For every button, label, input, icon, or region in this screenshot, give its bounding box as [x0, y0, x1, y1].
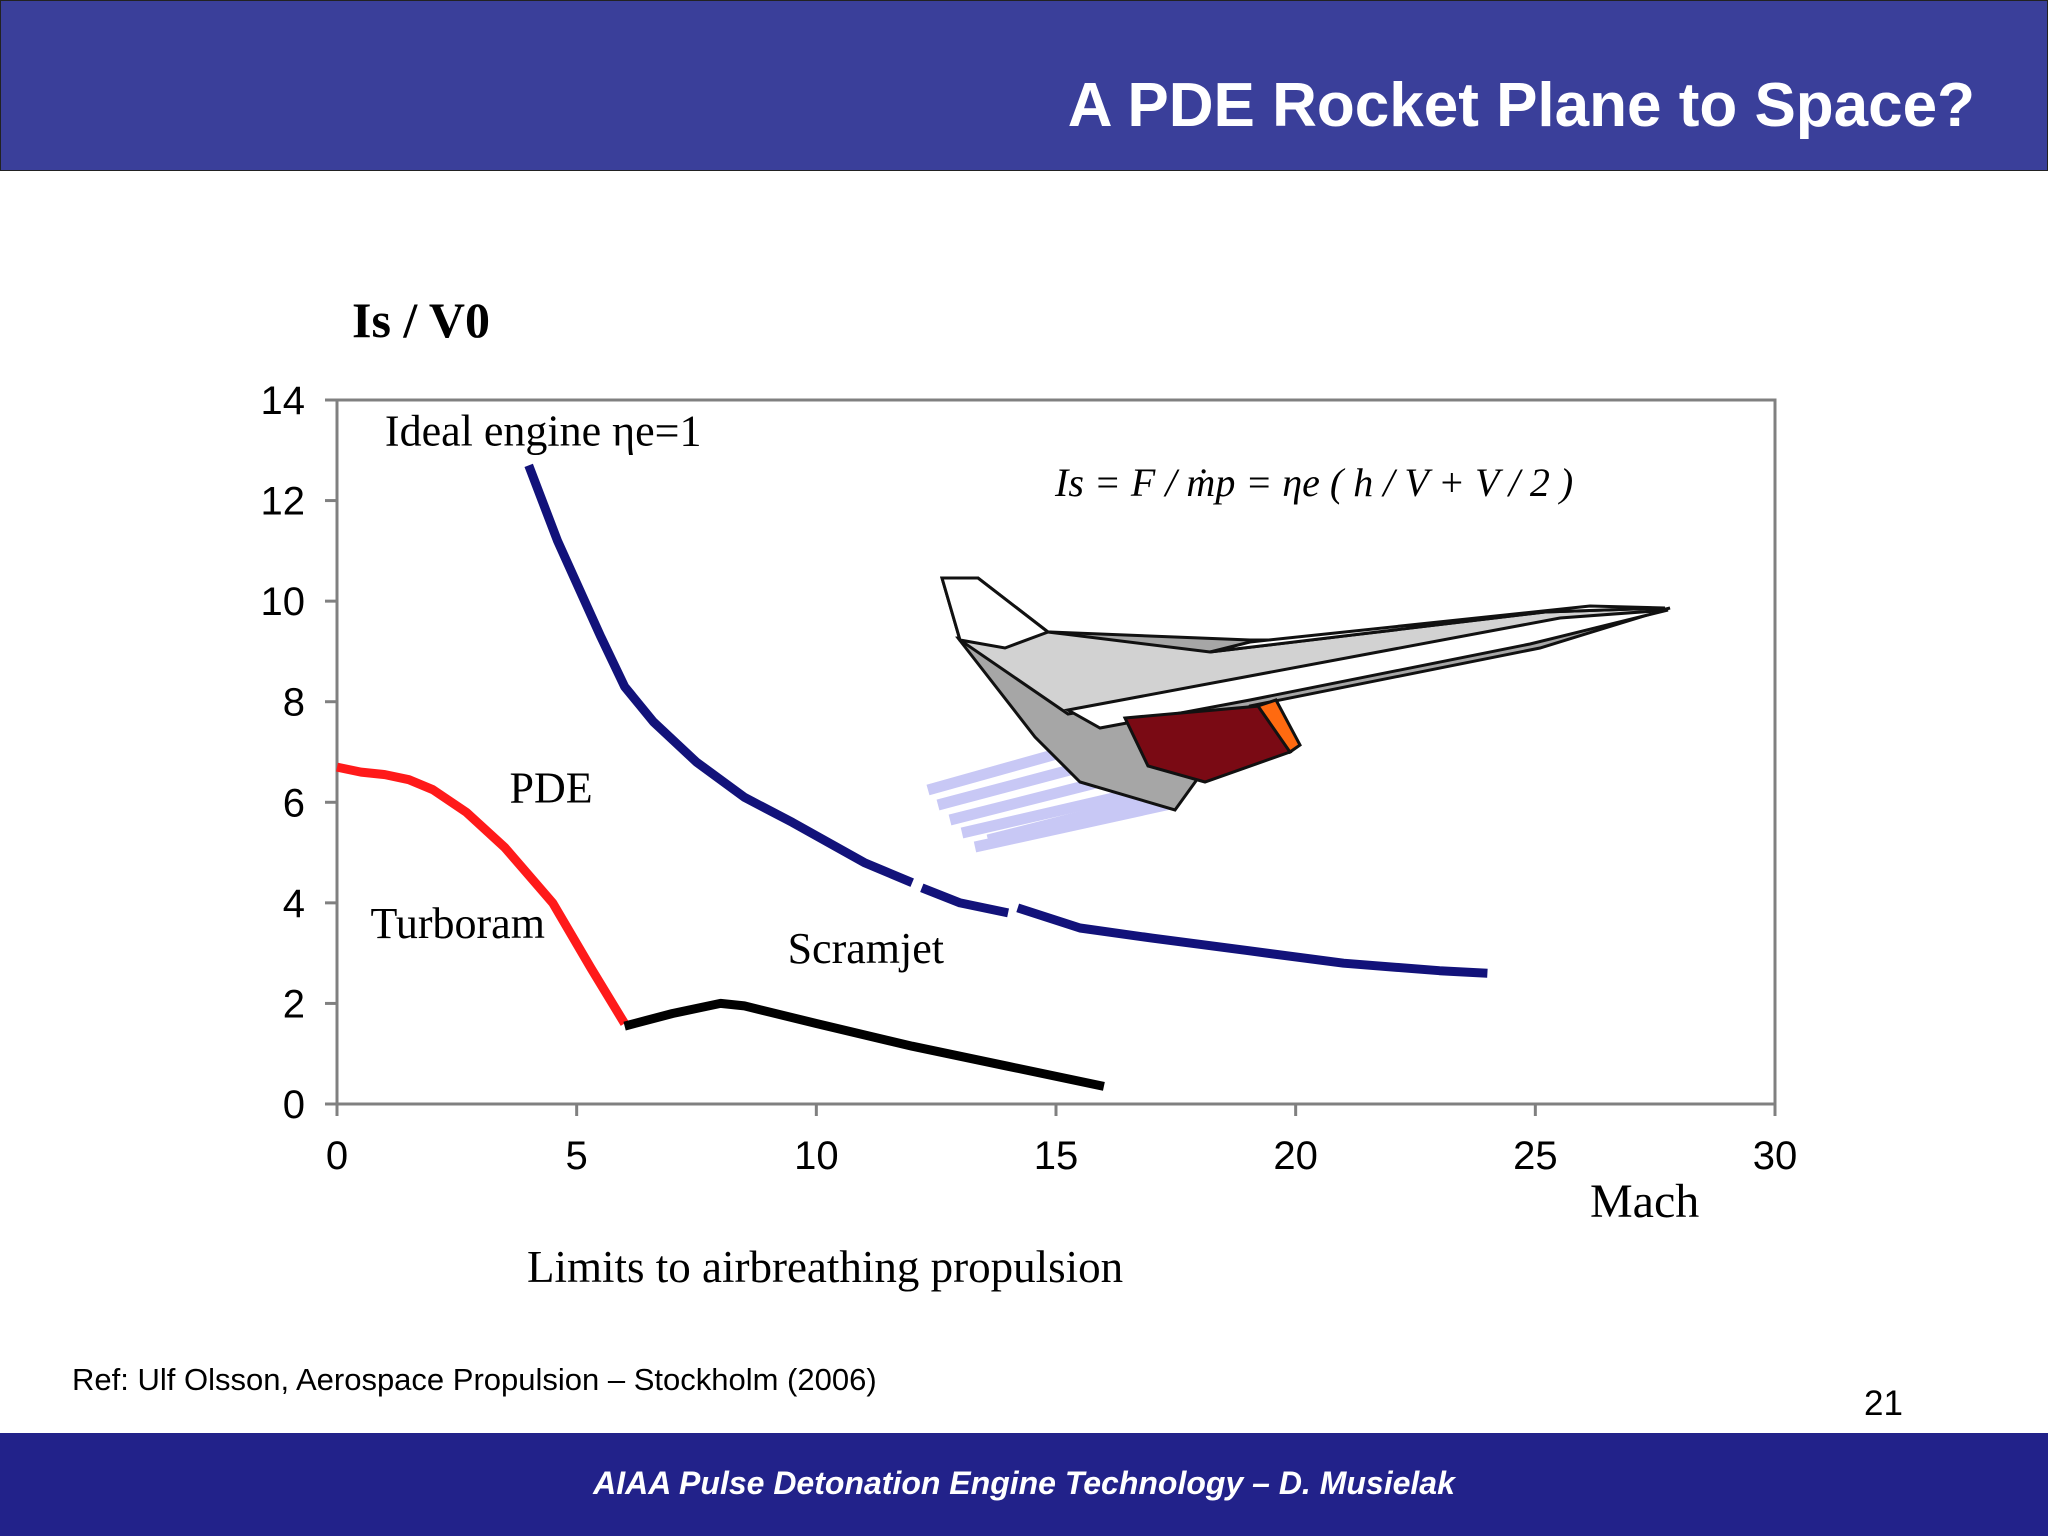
x-tick-label: 25	[1513, 1134, 1558, 1178]
y-tick-label: 6	[283, 781, 305, 825]
x-tick-label: 0	[326, 1134, 348, 1178]
title-bar: A PDE Rocket Plane to Space?	[0, 0, 2048, 171]
spaceplane-illustration	[926, 576, 1671, 853]
footer-text: AIAA Pulse Detonation Engine Technology …	[593, 1465, 1455, 1501]
chart-caption: Limits to airbreathing propulsion	[527, 1242, 1123, 1292]
series-line-ideal-engine	[920, 883, 1010, 918]
x-tick-label: 10	[794, 1134, 839, 1178]
x-tick-label: 20	[1273, 1134, 1318, 1178]
y-tick-label: 8	[283, 681, 305, 725]
series-line-ideal-engine	[524, 463, 914, 887]
y-axis-label: Is / V0	[352, 292, 490, 348]
y-tick-label: 2	[283, 982, 305, 1026]
curve-annotation: Scramjet	[788, 924, 944, 973]
x-tick-label: 5	[566, 1134, 588, 1178]
y-tick-label: 4	[283, 882, 305, 926]
y-tick-label: 12	[261, 480, 306, 524]
x-tick-label: 30	[1753, 1134, 1798, 1178]
series-line-scramjet	[623, 998, 1105, 1091]
mach-chart: Is / V0 Mach Limits to airbreathing prop…	[261, 292, 1798, 1292]
series-line-turboram	[336, 762, 629, 1026]
y-tick-label: 14	[261, 379, 306, 423]
x-axis-label: Mach	[1590, 1175, 1699, 1228]
reference-text: Ref: Ulf Olsson, Aerospace Propulsion – …	[72, 1362, 877, 1397]
curve-annotation: PDE	[510, 763, 593, 812]
footer-bar: AIAA Pulse Detonation Engine Technology …	[0, 1433, 2048, 1536]
y-tick-label: 10	[261, 580, 306, 624]
curve-annotation: Ideal engine ηe=1	[385, 406, 702, 455]
series-line-ideal-engine	[1016, 903, 1488, 978]
slide-title: A PDE Rocket Plane to Space?	[1067, 71, 1975, 140]
page-number: 21	[1864, 1384, 1903, 1423]
curve-annotation: Turboram	[371, 899, 545, 948]
x-tick-label: 15	[1034, 1134, 1079, 1178]
y-tick-label: 0	[283, 1083, 305, 1127]
equation: Is = F / ṁp = ηe ( h / V + V / 2 )	[1054, 460, 1573, 505]
